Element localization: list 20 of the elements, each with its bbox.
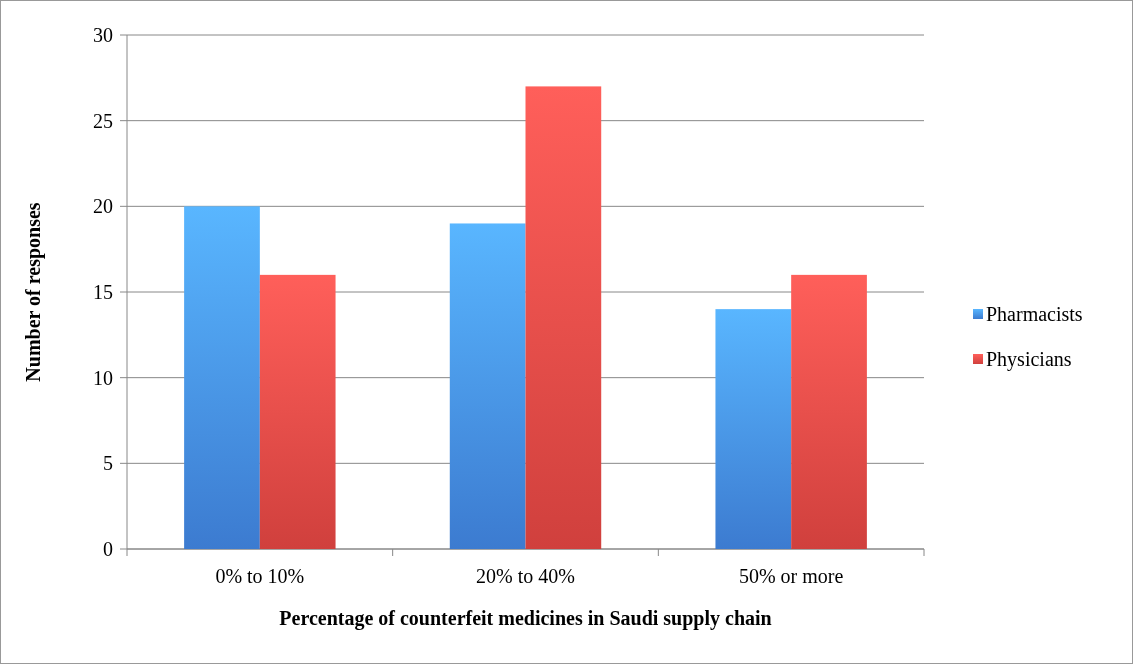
bar <box>184 206 260 549</box>
legend-label: Physicians <box>986 348 1072 371</box>
x-axis-title: Percentage of counterfeit medicines in Saudi supply chain <box>279 607 772 630</box>
x-tick-label: 50% or more <box>738 565 844 587</box>
bar <box>259 274 336 549</box>
y-tick-label: 20 <box>93 195 113 218</box>
y-tick-label: 25 <box>93 109 113 132</box>
y-tick-label: 15 <box>93 281 113 303</box>
y-tick-label: 0 <box>103 538 113 560</box>
y-tick-label: 30 <box>93 24 113 46</box>
bar <box>449 223 526 549</box>
bar <box>791 274 867 549</box>
bar <box>715 309 792 549</box>
y-tick-label: 10 <box>93 366 113 389</box>
y-axis-title: Number of responses <box>22 202 45 382</box>
bar <box>525 86 602 549</box>
x-tick-label: 0% to 10% <box>215 565 305 587</box>
x-tick-label: 20% to 40% <box>476 565 575 587</box>
legend-label: Pharmacists <box>986 303 1083 325</box>
y-tick-label: 5 <box>103 452 113 475</box>
